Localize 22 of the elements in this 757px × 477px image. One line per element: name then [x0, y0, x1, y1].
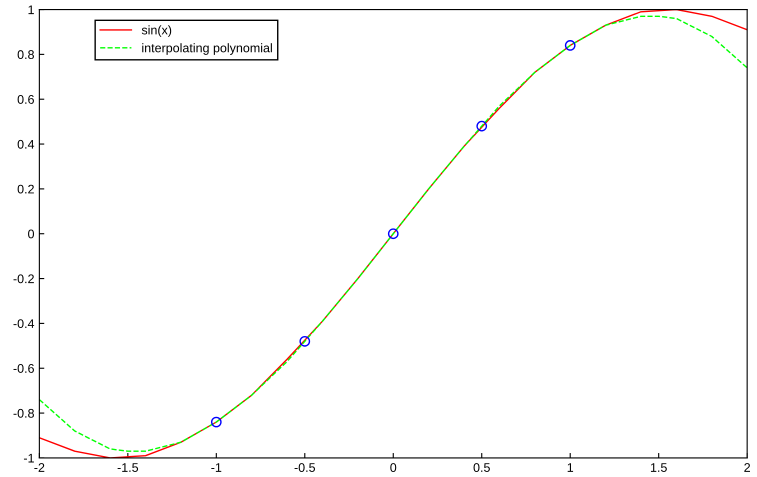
x-tick-label: 0 — [390, 463, 396, 472]
legend-label: interpolating polynomial — [142, 43, 272, 55]
y-tick-label: 0.8 — [18, 50, 34, 60]
x-tick-label: 1.5 — [650, 463, 667, 472]
x-tick-label: -1.5 — [118, 463, 138, 472]
y-tick-label: 0 — [28, 230, 34, 238]
y-tick-label: 1 — [28, 5, 34, 14]
legend-label: sin(x) — [142, 25, 172, 37]
y-tick-label: 0.4 — [18, 140, 34, 149]
y-tick-label: -0.6 — [14, 364, 34, 373]
x-tick-label: -2 — [34, 463, 44, 472]
y-tick-label: 0.2 — [18, 184, 34, 194]
x-tick-label: 1 — [568, 463, 574, 472]
y-tick-label: -0.8 — [14, 408, 34, 418]
x-tick-label: 2 — [744, 463, 750, 472]
y-tick-label: -1 — [24, 454, 34, 462]
x-tick-label: -1 — [211, 463, 222, 472]
y-tick-label: -0.2 — [14, 274, 34, 284]
y-tick-label: 0.6 — [18, 95, 34, 104]
x-tick-label: 0.5 — [474, 463, 490, 472]
y-tick-label: -0.4 — [14, 319, 34, 328]
x-tick-label: -0.5 — [294, 463, 316, 472]
